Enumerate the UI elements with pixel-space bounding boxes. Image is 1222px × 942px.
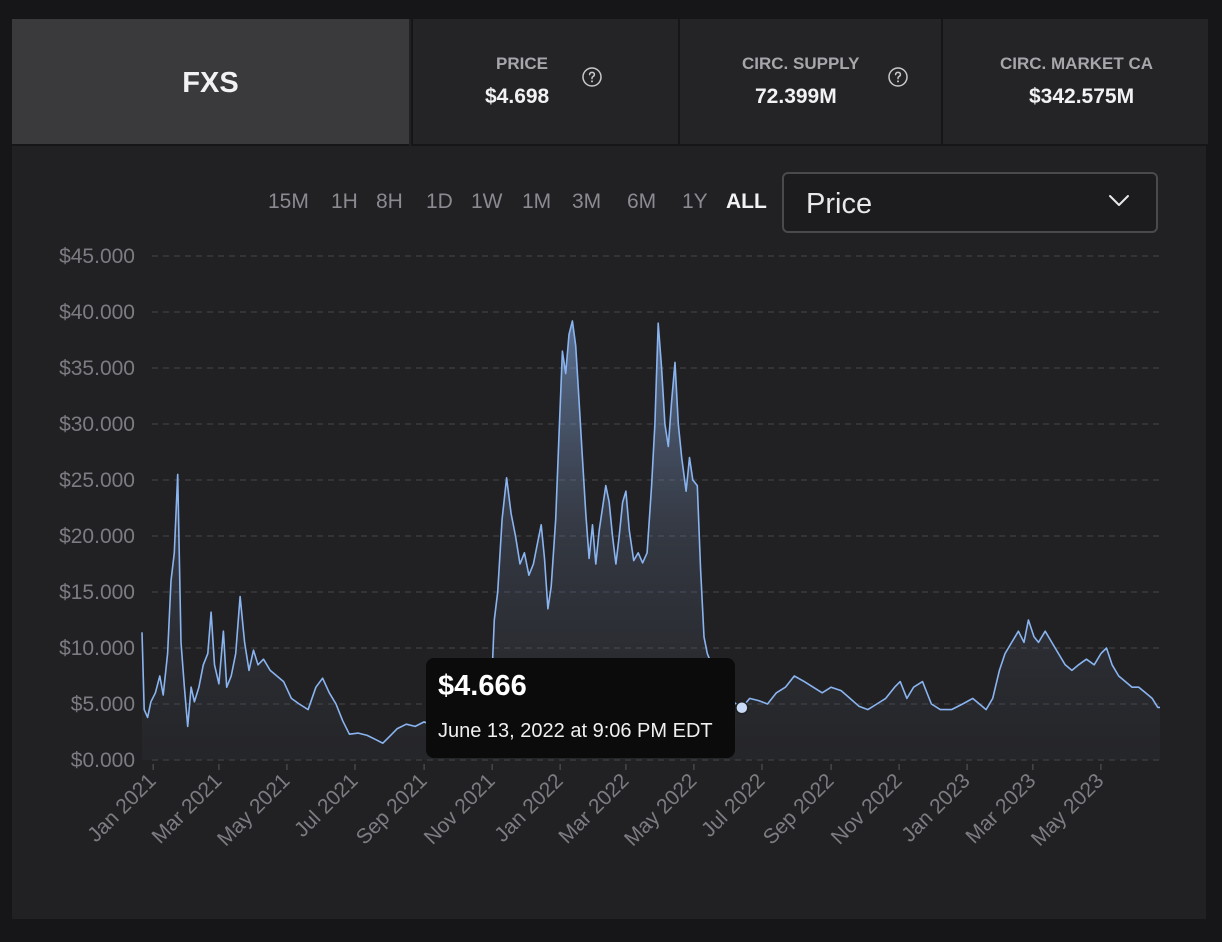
chevron-down-icon <box>1109 195 1129 206</box>
timeframe-1h[interactable]: 1H <box>331 190 358 213</box>
y-tick-label: $40.000 <box>59 301 135 324</box>
y-tick-label: $10.000 <box>59 637 135 660</box>
y-tick-label: $30.000 <box>59 413 135 436</box>
chart-tooltip: $4.666 June 13, 2022 at 9:06 PM EDT <box>426 658 735 758</box>
price-area <box>142 321 1160 760</box>
market-cap-label: CIRC. MARKET CA <box>1000 54 1153 73</box>
y-axis: $45.000 $40.000 $35.000 $30.000 $25.000 $20.0… <box>59 245 135 772</box>
y-tick-label: $15.000 <box>59 581 135 604</box>
x-tick-label: Nov 2022 <box>827 769 907 849</box>
supply-value: 72.399M <box>755 85 837 108</box>
ticker-cell: FXS <box>12 19 409 146</box>
price-line <box>141 320 1160 744</box>
y-tick-label: $0.000 <box>71 749 135 772</box>
y-tick-label: $20.000 <box>59 525 135 548</box>
x-tick-label: Sep 2021 <box>352 769 432 849</box>
y-tick-label: $35.000 <box>59 357 135 380</box>
supply-cell: CIRC. SUPPLY 72.399M <box>678 19 941 146</box>
timeframe-8h[interactable]: 8H <box>376 190 403 213</box>
stats-bar: FXS PRICE $4.698 CIRC. SUPPLY 72.399M CI… <box>12 19 1208 146</box>
timeframe-15m[interactable]: 15M <box>268 190 309 213</box>
price-series <box>141 320 1160 760</box>
price-label: PRICE <box>496 54 548 73</box>
timeframe-1m[interactable]: 1M <box>522 190 552 213</box>
price-cell: PRICE $4.698 <box>411 19 678 146</box>
timeframe-1w[interactable]: 1W <box>471 190 503 213</box>
metric-select[interactable]: Price <box>782 172 1158 233</box>
x-tick-label: Jan 2023 <box>897 769 974 846</box>
y-tick-label: $25.000 <box>59 469 135 492</box>
x-tick-label: May 2023 <box>1027 769 1108 850</box>
market-cap-value: $342.575M <box>1029 85 1135 108</box>
market-cap-cell: CIRC. MARKET CA $342.575M <box>941 19 1208 146</box>
ticker-symbol: FXS <box>182 67 239 99</box>
hover-point <box>735 700 749 715</box>
timeframe-all[interactable]: ALL <box>726 190 767 213</box>
timeframe-3m[interactable]: 3M <box>572 190 602 213</box>
y-tick-label: $45.000 <box>59 245 135 268</box>
x-tick-label: May 2021 <box>213 769 294 850</box>
x-tick-label: May 2022 <box>620 769 701 850</box>
supply-label: CIRC. SUPPLY <box>742 54 860 73</box>
x-tick-label: Nov 2021 <box>420 769 500 849</box>
timeframe-1y[interactable]: 1Y <box>682 190 708 213</box>
price-value: $4.698 <box>485 85 550 108</box>
question-circle-icon[interactable] <box>888 67 908 87</box>
timeframe-1d[interactable]: 1D <box>426 190 453 213</box>
chart-panel: FXS PRICE $4.698 CIRC. SUPPLY 72.399M CI… <box>12 19 1208 919</box>
tooltip-date: June 13, 2022 at 9:06 PM EDT <box>438 720 713 742</box>
x-tick-label: Jul 2022 <box>697 769 769 841</box>
tooltip-value: $4.666 <box>438 670 527 702</box>
x-tick-label: Sep 2022 <box>759 769 839 849</box>
y-tick-label: $5.000 <box>71 693 135 716</box>
x-tick-label: Jul 2021 <box>290 769 362 841</box>
question-circle-icon[interactable] <box>582 67 602 87</box>
metric-select-value: Price <box>806 188 873 220</box>
x-tick-label: Jan 2022 <box>490 769 567 846</box>
timeframe-6m[interactable]: 6M <box>627 190 657 213</box>
x-tick-label: Jan 2021 <box>83 769 160 846</box>
